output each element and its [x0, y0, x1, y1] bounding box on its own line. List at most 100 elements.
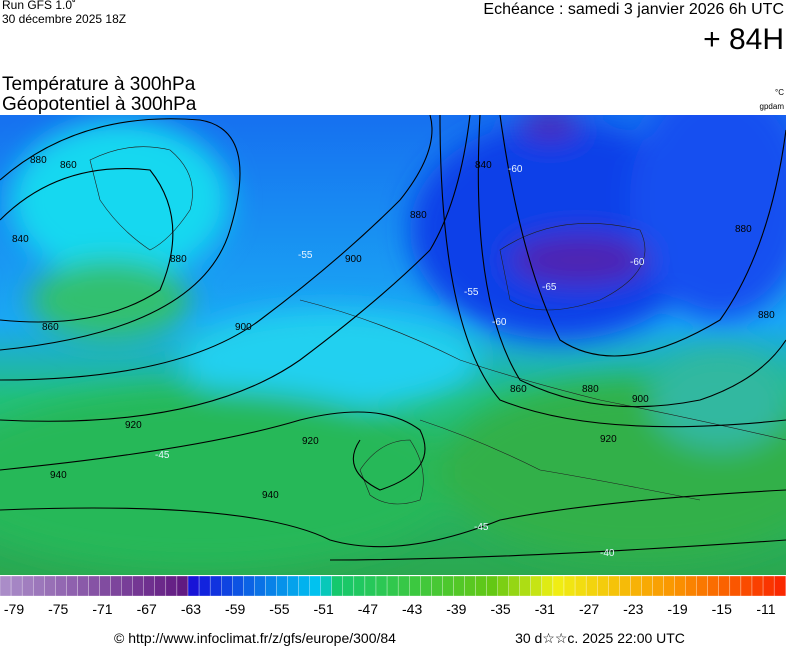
scale-swatch	[619, 575, 631, 597]
scale-swatch	[409, 575, 421, 597]
isohypse-label: 880	[758, 310, 775, 321]
isohypse-label: 900	[632, 394, 649, 405]
scale-swatch	[729, 575, 742, 597]
forecast-time: Echéance : samedi 3 janvier 2026 6h UTC	[483, 1, 784, 18]
scale-label: -47	[358, 601, 378, 617]
scale-swatch	[718, 575, 731, 597]
scale-label: -39	[446, 601, 466, 617]
isohypse-label: 860	[60, 160, 77, 171]
scale-swatch	[442, 575, 454, 597]
run-date: 30 décembre 2025 18Z	[2, 12, 126, 26]
scale-swatch	[641, 575, 653, 597]
scale-swatch	[198, 575, 211, 597]
scale-swatch	[44, 575, 56, 597]
scale-swatch	[674, 575, 686, 597]
unit-geopotential: gpdam	[760, 102, 785, 111]
scale-swatch	[88, 575, 100, 597]
isohypse-label: 840	[475, 160, 492, 171]
scale-swatch	[486, 575, 498, 597]
isohypse-label: 900	[345, 254, 362, 265]
scale-swatch	[121, 575, 133, 597]
scale-swatch	[530, 575, 543, 597]
temperature-label: -40	[600, 548, 615, 559]
temperature-label: -65	[542, 282, 557, 293]
scale-swatch	[10, 575, 23, 597]
scale-swatch	[287, 575, 299, 597]
contour-labels: 880 860 840 880 860 900 900 880 920 940 940 920 840 8…	[12, 155, 775, 559]
isohypse-label: 900	[235, 322, 252, 333]
scale-swatch	[519, 575, 531, 597]
scale-label: -23	[623, 601, 643, 617]
temperature-label: -45	[474, 522, 489, 533]
isohypse-label: 880	[170, 254, 187, 265]
scale-swatch	[420, 575, 432, 597]
timestamp: 30 d☆☆c. 2025 22:00 UTC	[515, 630, 685, 646]
scale-swatch	[685, 575, 697, 597]
scale-swatch	[541, 575, 554, 597]
scale-swatch	[563, 575, 576, 597]
isohypse-label: 880	[410, 210, 427, 221]
scale-swatch	[132, 575, 144, 597]
isohypse-label: 940	[50, 470, 67, 481]
scale-swatch	[276, 575, 288, 597]
scale-label: -67	[137, 601, 157, 617]
isohypse-label: 880	[735, 224, 752, 235]
scale-swatch	[165, 575, 178, 597]
isohypse-label: 860	[42, 322, 59, 333]
scale-swatch	[221, 575, 233, 597]
scale-swatch	[143, 575, 155, 597]
scale-swatch	[209, 575, 222, 597]
temperature-label: -45	[155, 450, 170, 461]
isohypse-label: 860	[510, 384, 527, 395]
color-scale: -79 -75 -71 -67 -63 -59 -55 -51 -47 -43 -39 -35 -31 -…	[0, 575, 786, 617]
scale-swatch	[663, 575, 675, 597]
scale-swatch	[608, 575, 620, 597]
scale-swatch	[154, 575, 167, 597]
scale-swatch	[0, 575, 12, 597]
scale-swatch	[66, 575, 78, 597]
scale-swatch	[187, 575, 200, 597]
scale-label: -79	[4, 601, 24, 617]
scale-swatch	[364, 575, 377, 597]
scale-label: -71	[92, 601, 112, 617]
isohypse-label: 940	[262, 490, 279, 501]
scale-swatch	[110, 575, 122, 597]
scale-swatch	[597, 575, 609, 597]
scale-swatch	[652, 575, 664, 597]
scale-swatch	[762, 575, 775, 597]
scale-label: -75	[48, 601, 68, 617]
isohypse-label: 880	[30, 155, 47, 166]
scale-swatch	[707, 575, 719, 597]
map: 880 860 840 880 860 900 900 880 920 940 940 920 840 8…	[0, 115, 786, 575]
scale-swatch	[176, 575, 189, 597]
scale-swatch	[243, 575, 255, 597]
scale-swatch	[21, 575, 34, 597]
scale-label: -35	[490, 601, 510, 617]
scale-swatch	[77, 575, 89, 597]
scale-swatch	[331, 575, 343, 597]
scale-swatch	[630, 575, 642, 597]
scale-swatch	[55, 575, 67, 597]
scale-swatch	[298, 575, 310, 597]
scale-swatch	[99, 575, 111, 597]
scale-swatch	[740, 575, 753, 597]
scale-swatch	[475, 575, 487, 597]
scale-swatch	[320, 575, 332, 597]
scale-label: -31	[535, 601, 555, 617]
scale-swatch	[309, 575, 321, 597]
scale-label: -63	[181, 601, 201, 617]
scale-label: -19	[667, 601, 687, 617]
scale-swatch	[431, 575, 443, 597]
scale-swatch	[353, 575, 366, 597]
temperature-label: -60	[492, 317, 507, 328]
scale-swatch	[397, 575, 410, 597]
scale-label: -55	[269, 601, 289, 617]
scale-swatch	[386, 575, 399, 597]
isohypse-label: 840	[12, 234, 29, 245]
isohypses	[0, 115, 786, 561]
scale-swatch	[33, 575, 45, 597]
scale-label: -51	[314, 601, 334, 617]
run-label: Run GFS 1.0˚	[2, 0, 76, 12]
scale-label: -59	[225, 601, 245, 617]
